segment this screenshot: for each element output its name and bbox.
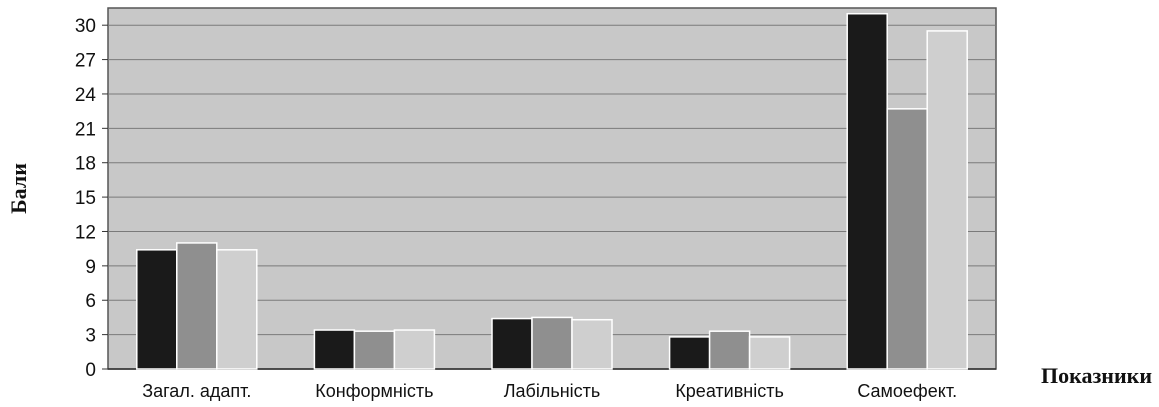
bar [136, 249, 178, 370]
y-tick-label: 21 [75, 119, 96, 140]
bar [353, 330, 396, 370]
y-tick-label: 24 [75, 85, 97, 106]
bar [313, 329, 356, 370]
y-tick-label: 12 [75, 222, 96, 243]
y-tick-label: 3 [85, 326, 96, 347]
x-category-label: Лабільність [504, 381, 601, 401]
bar [176, 242, 218, 370]
x-category-label: Самоефект. [857, 381, 957, 401]
bar [531, 316, 573, 370]
bar [708, 330, 751, 370]
x-category-label: Креативність [675, 381, 784, 401]
y-tick-label: 6 [85, 291, 96, 312]
bar [216, 249, 258, 370]
x-category-labels: Загал. адапт. Конформність Лабільність Креа… [142, 381, 957, 401]
y-tick-label: 30 [75, 16, 96, 37]
y-tick-label: 27 [75, 51, 96, 72]
bar [846, 12, 888, 370]
y-tick-label: 9 [85, 257, 96, 278]
bar [926, 30, 968, 370]
x-category-label: Конформність [315, 381, 433, 401]
bar [886, 108, 928, 370]
bars [136, 12, 968, 370]
x-category-label: Загал. адапт. [142, 381, 251, 401]
bar [571, 318, 613, 370]
x-axis-title: Показники [1041, 363, 1152, 388]
y-tick-label: 15 [75, 188, 96, 209]
bar [748, 336, 791, 370]
y-tick-labels: 0 3 6 9 12 15 18 21 24 27 30 [75, 16, 108, 381]
y-axis-title: Бали [6, 163, 31, 214]
bar [393, 329, 436, 370]
bar [491, 317, 533, 370]
y-tick-label: 18 [75, 154, 96, 175]
bar [668, 336, 711, 370]
y-tick-label: 0 [85, 360, 96, 381]
